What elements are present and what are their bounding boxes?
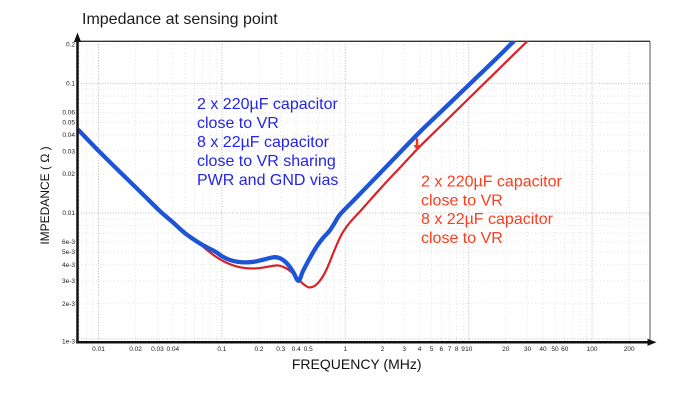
svg-text:0.03: 0.03 — [62, 148, 75, 155]
svg-text:40: 40 — [539, 346, 547, 353]
svg-text:0.1: 0.1 — [66, 81, 75, 88]
svg-text:6: 6 — [439, 346, 443, 353]
svg-text:8 x 22µF capacitor: 8 x 22µF capacitor — [421, 211, 554, 228]
svg-text:2 x 220µF capacitor: 2 x 220µF capacitor — [197, 96, 339, 113]
svg-text:4: 4 — [418, 346, 422, 353]
svg-text:close to VR: close to VR — [197, 115, 279, 132]
svg-text:8 x 22µF capacitor: 8 x 22µF capacitor — [197, 134, 330, 151]
svg-text:0.04: 0.04 — [62, 132, 75, 139]
svg-text:7: 7 — [448, 346, 452, 353]
svg-text:0.04: 0.04 — [166, 346, 179, 353]
svg-text:0.05: 0.05 — [62, 120, 75, 127]
svg-text:PWR and GND vias: PWR and GND vias — [197, 172, 338, 189]
svg-text:0.4: 0.4 — [292, 346, 301, 353]
svg-text:0.1: 0.1 — [217, 346, 226, 353]
svg-text:2: 2 — [381, 346, 385, 353]
svg-text:0.2: 0.2 — [254, 346, 263, 353]
svg-text:200: 200 — [624, 346, 635, 353]
svg-text:1e-3: 1e-3 — [62, 338, 75, 345]
svg-text:0.5: 0.5 — [304, 346, 313, 353]
svg-text:IMPEDANCE ( Ω ): IMPEDANCE ( Ω ) — [38, 146, 52, 244]
svg-text:0.01: 0.01 — [92, 346, 105, 353]
svg-text:60: 60 — [561, 346, 569, 353]
svg-text:FREQUENCY (MHz): FREQUENCY (MHz) — [292, 356, 422, 372]
svg-text:0.03: 0.03 — [151, 346, 164, 353]
svg-text:2 x 220µF capacitor: 2 x 220µF capacitor — [421, 174, 563, 191]
svg-text:1: 1 — [343, 346, 347, 353]
svg-text:3e-3: 3e-3 — [62, 278, 75, 285]
svg-text:0.2: 0.2 — [66, 42, 75, 49]
svg-text:8: 8 — [455, 346, 459, 353]
svg-text:30: 30 — [524, 346, 532, 353]
svg-text:50: 50 — [551, 346, 559, 353]
svg-text:10: 10 — [465, 346, 473, 353]
svg-text:4e-3: 4e-3 — [62, 262, 75, 269]
svg-text:close to VR: close to VR — [421, 192, 503, 209]
svg-text:0.02: 0.02 — [129, 346, 142, 353]
svg-text:close to VR: close to VR — [421, 230, 503, 247]
svg-text:9: 9 — [461, 346, 465, 353]
svg-text:0.06: 0.06 — [62, 109, 75, 116]
svg-text:3: 3 — [402, 346, 406, 353]
svg-text:2e-3: 2e-3 — [62, 301, 75, 308]
svg-text:0.3: 0.3 — [276, 346, 285, 353]
svg-text:6e-3: 6e-3 — [62, 239, 75, 246]
svg-text:5e-3: 5e-3 — [62, 249, 75, 256]
svg-text:20: 20 — [502, 346, 510, 353]
svg-text:5: 5 — [430, 346, 434, 353]
svg-text:0.01: 0.01 — [62, 210, 75, 217]
svg-text:close to VR sharing: close to VR sharing — [197, 153, 336, 170]
svg-text:Impedance at sensing point: Impedance at sensing point — [82, 11, 278, 28]
svg-text:100: 100 — [587, 346, 598, 353]
svg-text:0.02: 0.02 — [62, 171, 75, 178]
